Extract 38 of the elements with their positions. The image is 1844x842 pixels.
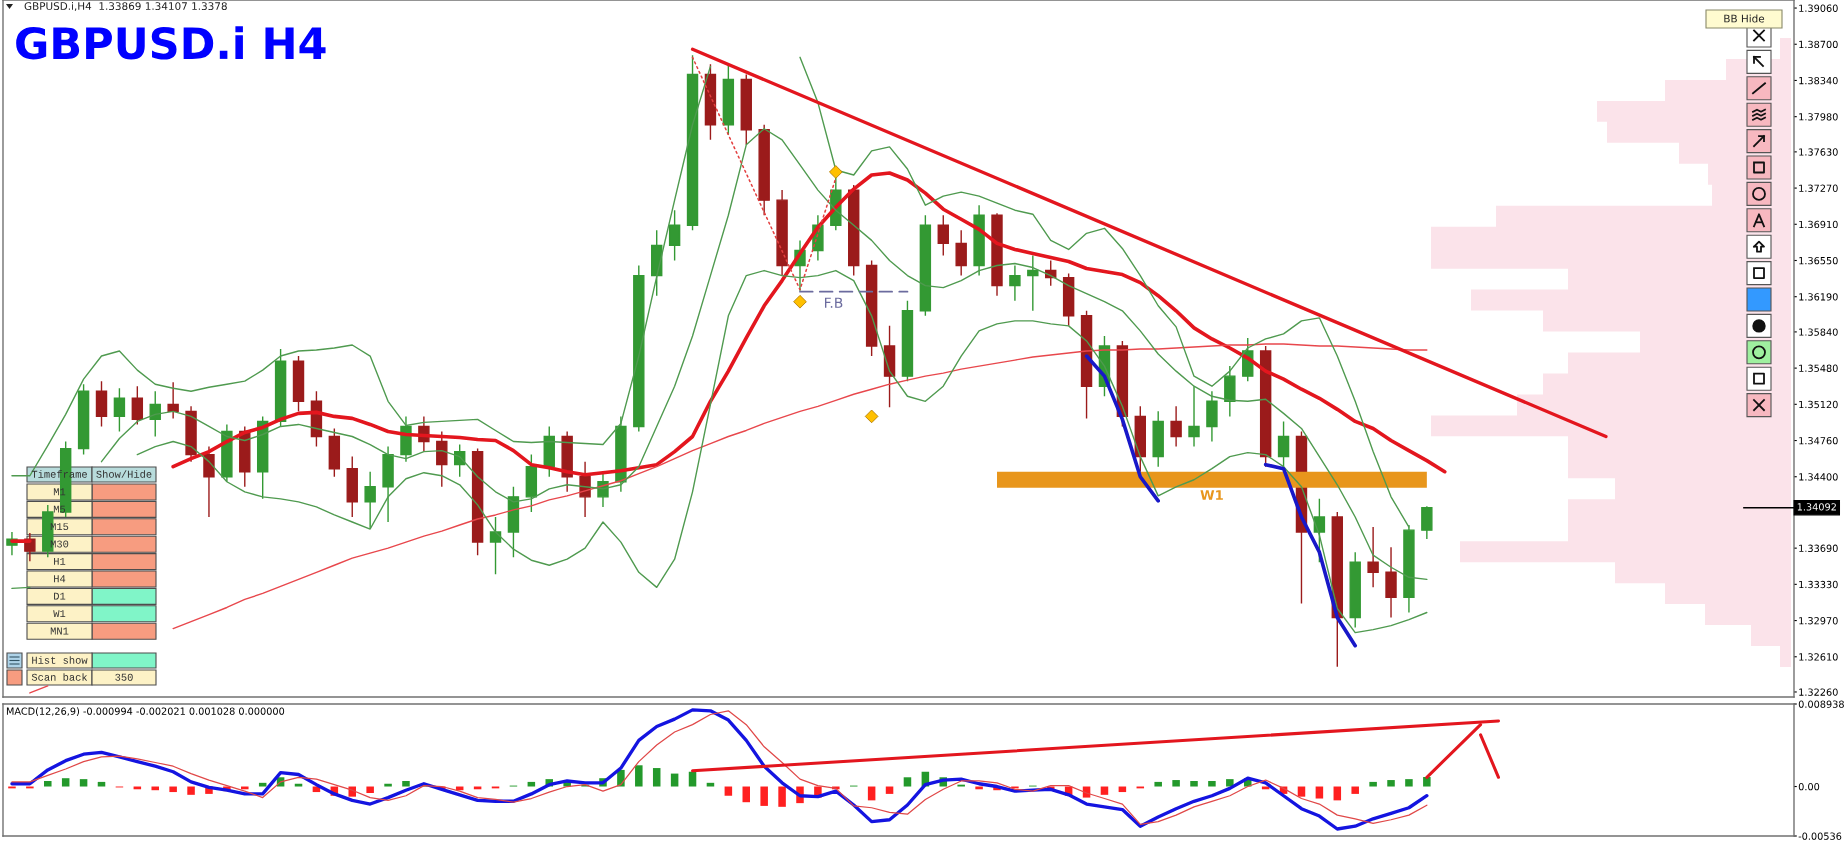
- series-label: F.B: [825, 297, 843, 308]
- y-tick-label: 1.36910: [1799, 220, 1838, 229]
- y-tick-label: 1.38340: [1799, 76, 1838, 85]
- y-tick-label: 1.37980: [1799, 113, 1838, 121]
- y-tick-label: 1.35120: [1799, 400, 1838, 409]
- y-tick-label: 1.35840: [1799, 328, 1838, 336]
- y-tick-label: 1.37630: [1799, 148, 1838, 156]
- annotation: 350: [115, 673, 133, 681]
- y-tick-label: 1.32260: [1799, 688, 1838, 696]
- y-tick-label: -0.00536: [1798, 832, 1842, 840]
- annotation: D1: [54, 592, 66, 600]
- y-tick-label: 0.008938: [1798, 700, 1844, 708]
- y-tick-label: 1.36190: [1799, 293, 1838, 301]
- annotation: H4: [54, 575, 66, 583]
- y-tick-label: 1.33330: [1799, 580, 1838, 589]
- y-tick-label: 1.37270: [1799, 184, 1838, 192]
- annotation: Show/Hide: [96, 470, 152, 478]
- y-tick-label: 1.34400: [1799, 473, 1838, 481]
- chart-subtitle: GBPUSD.i,H4 1.33869 1.34107 1.3378: [24, 1, 227, 12]
- annotation: BB Hide: [1724, 14, 1765, 23]
- series-label: W1: [1200, 490, 1223, 500]
- annotation: Scan back: [31, 673, 88, 681]
- y-tick-label: 1.39060: [1799, 4, 1838, 12]
- y-tick-label: 1.35480: [1799, 364, 1838, 372]
- y-tick-label: 0.00: [1798, 782, 1820, 791]
- annotation: Hist show: [32, 656, 88, 664]
- chart-title: GBPUSD.i H4: [16, 26, 326, 60]
- annotation: H1: [54, 557, 66, 565]
- chart-title: MACD(12,26,9) -0.000994 -0.002021 0.001028 0.000000: [6, 707, 285, 716]
- y-tick-label: 1.32970: [1799, 617, 1838, 625]
- y-tick-label: 1.34760: [1799, 437, 1838, 445]
- y-tick-label: 1.38700: [1799, 40, 1838, 49]
- y-tick-label: 1.33690: [1799, 544, 1838, 552]
- ref-line-label: 1.34092: [1797, 503, 1836, 511]
- y-tick-label: 1.36550: [1799, 256, 1838, 265]
- annotation: W1: [53, 610, 66, 617]
- y-tick-label: 1.32610: [1799, 653, 1838, 661]
- annotation: MN1: [50, 627, 69, 635]
